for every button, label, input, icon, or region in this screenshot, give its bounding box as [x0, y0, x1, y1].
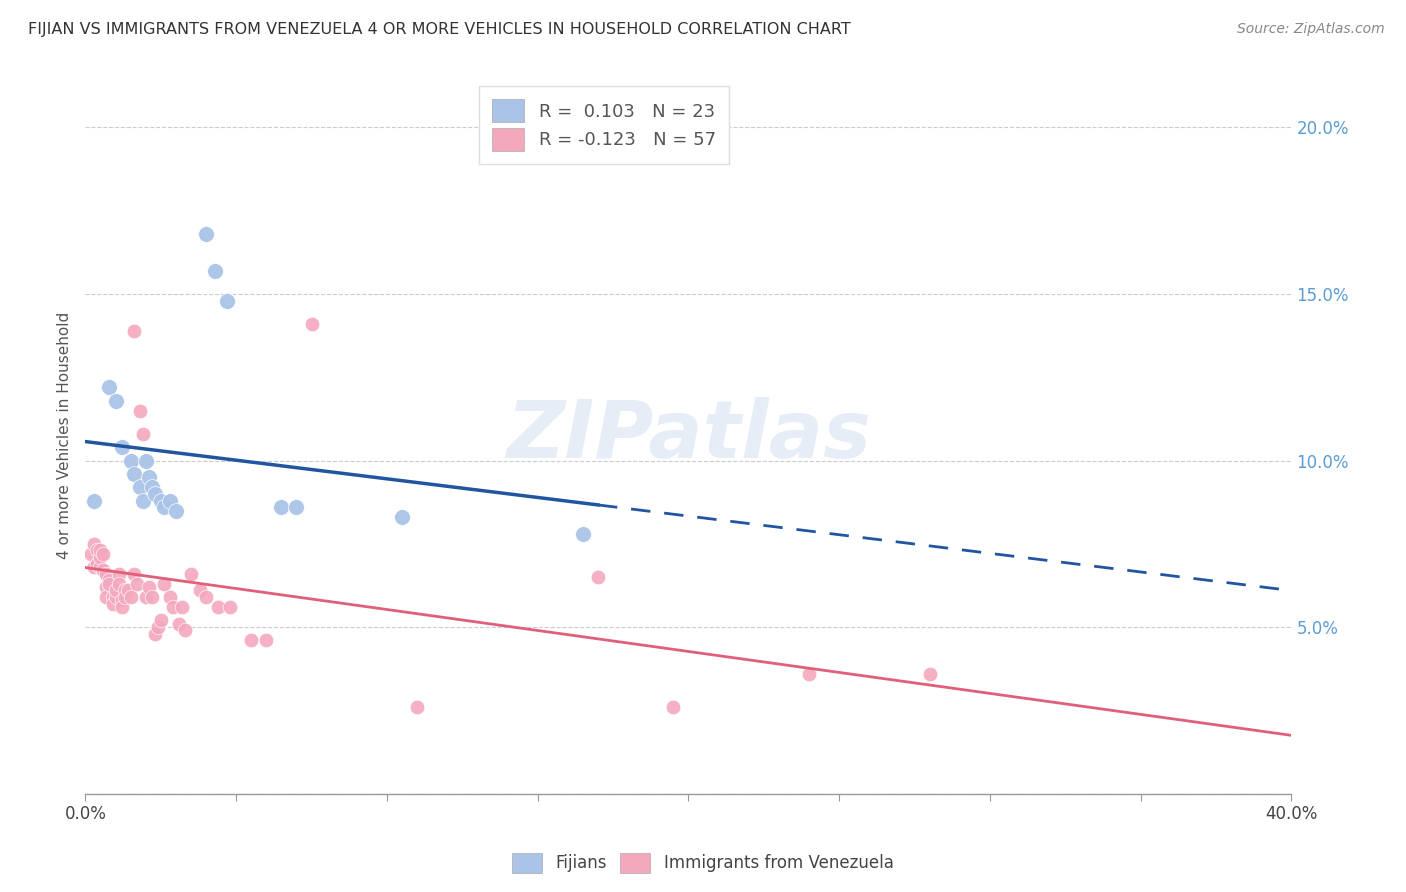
- Point: [135, 590, 157, 604]
- Point: [89, 560, 111, 574]
- Point: [173, 624, 195, 638]
- Point: [141, 480, 163, 494]
- Point: [104, 583, 127, 598]
- Point: [96, 566, 118, 581]
- Point: [120, 590, 142, 604]
- Point: [110, 600, 132, 615]
- Point: [159, 493, 181, 508]
- Point: [80, 547, 103, 561]
- Point: [110, 440, 132, 454]
- Point: [104, 393, 127, 408]
- Point: [120, 453, 142, 467]
- Point: [89, 543, 111, 558]
- Point: [86, 557, 108, 571]
- Point: [152, 500, 174, 515]
- Point: [162, 600, 184, 615]
- Point: [131, 493, 153, 508]
- Point: [159, 590, 181, 604]
- Point: [219, 600, 242, 615]
- Point: [93, 547, 115, 561]
- Point: [83, 537, 105, 551]
- Point: [83, 560, 105, 574]
- Point: [797, 666, 820, 681]
- Point: [107, 566, 129, 581]
- Point: [146, 620, 169, 634]
- Point: [86, 543, 108, 558]
- Point: [93, 564, 115, 578]
- Point: [143, 487, 166, 501]
- Point: [149, 493, 172, 508]
- Point: [122, 324, 145, 338]
- Point: [114, 590, 136, 604]
- Point: [207, 600, 229, 615]
- Point: [301, 317, 323, 331]
- Point: [110, 593, 132, 607]
- Point: [143, 627, 166, 641]
- Point: [217, 293, 239, 308]
- Point: [117, 583, 139, 598]
- Point: [285, 500, 308, 515]
- Point: [98, 574, 121, 588]
- Y-axis label: 4 or more Vehicles in Household: 4 or more Vehicles in Household: [58, 312, 72, 559]
- Point: [122, 467, 145, 481]
- Point: [188, 583, 211, 598]
- Point: [138, 470, 160, 484]
- Point: [114, 583, 136, 598]
- Legend: Fijians, Immigrants from Venezuela: Fijians, Immigrants from Venezuela: [506, 847, 900, 880]
- Point: [122, 566, 145, 581]
- Point: [96, 580, 118, 594]
- Point: [165, 503, 187, 517]
- Point: [89, 550, 111, 565]
- Point: [83, 493, 105, 508]
- Point: [96, 590, 118, 604]
- Point: [204, 263, 226, 277]
- Point: [98, 380, 121, 394]
- Point: [149, 614, 172, 628]
- Legend: R =  0.103   N = 23, R = -0.123   N = 57: R = 0.103 N = 23, R = -0.123 N = 57: [479, 87, 728, 163]
- Point: [662, 700, 685, 714]
- Text: ZIPatlas: ZIPatlas: [506, 397, 870, 475]
- Point: [125, 576, 148, 591]
- Point: [107, 576, 129, 591]
- Point: [104, 590, 127, 604]
- Point: [138, 580, 160, 594]
- Point: [128, 480, 150, 494]
- Point: [254, 633, 277, 648]
- Point: [141, 590, 163, 604]
- Point: [128, 403, 150, 417]
- Point: [101, 590, 124, 604]
- Point: [270, 500, 292, 515]
- Text: Source: ZipAtlas.com: Source: ZipAtlas.com: [1237, 22, 1385, 37]
- Point: [131, 426, 153, 441]
- Point: [167, 616, 190, 631]
- Point: [391, 510, 413, 524]
- Point: [195, 227, 218, 241]
- Point: [98, 576, 121, 591]
- Point: [572, 526, 595, 541]
- Text: FIJIAN VS IMMIGRANTS FROM VENEZUELA 4 OR MORE VEHICLES IN HOUSEHOLD CORRELATION : FIJIAN VS IMMIGRANTS FROM VENEZUELA 4 OR…: [28, 22, 851, 37]
- Point: [406, 700, 429, 714]
- Point: [135, 453, 157, 467]
- Point: [586, 570, 609, 584]
- Point: [170, 600, 193, 615]
- Point: [152, 576, 174, 591]
- Point: [240, 633, 263, 648]
- Point: [918, 666, 941, 681]
- Point: [195, 590, 218, 604]
- Point: [180, 566, 202, 581]
- Point: [101, 597, 124, 611]
